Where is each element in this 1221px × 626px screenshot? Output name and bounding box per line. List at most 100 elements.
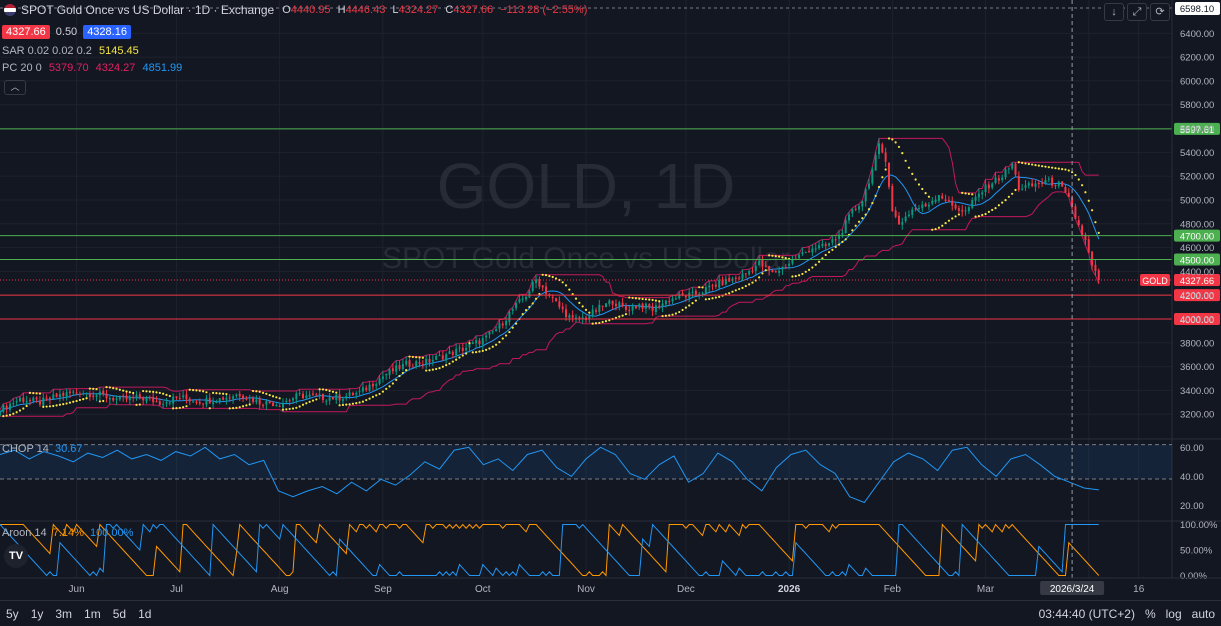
candle-body: [704, 286, 707, 293]
sar-dot: [598, 321, 601, 325]
candle-body: [82, 393, 85, 395]
sar-dot: [1067, 169, 1070, 172]
sar-dot: [861, 217, 864, 220]
sar-dot: [478, 350, 481, 353]
candle-body: [298, 392, 301, 394]
sar-dot: [1094, 221, 1097, 224]
buy-button[interactable]: 4328.16: [83, 24, 131, 39]
candle-body: [654, 305, 657, 312]
sar-dot: [251, 389, 255, 393]
sell-button[interactable]: 4327.66: [2, 24, 50, 39]
download-icon[interactable]: ↓: [1104, 3, 1124, 21]
candle-body: [1094, 264, 1097, 272]
sar-dot: [45, 405, 48, 408]
candle-body: [441, 355, 444, 360]
candle-body: [145, 397, 148, 402]
auto-toggle[interactable]: auto: [1191, 606, 1215, 621]
sar-dot: [1051, 166, 1054, 169]
candle-body: [1014, 163, 1017, 175]
timeframe-5y[interactable]: 5y: [6, 606, 19, 621]
sar-dot: [1081, 184, 1084, 187]
sar-dot: [1024, 162, 1027, 165]
sar-dot: [857, 220, 861, 223]
sar-dot: [265, 392, 268, 395]
candle-body: [282, 402, 285, 408]
sar-dot: [708, 297, 711, 301]
candle-body: [438, 355, 441, 357]
sar-dot: [1027, 162, 1030, 166]
sar-dot: [901, 152, 904, 155]
aroon-legend[interactable]: Aroon 14 7.14% 100.00%: [2, 527, 133, 539]
sar-dot: [375, 394, 378, 397]
timeframe-1d[interactable]: 1d: [138, 606, 152, 621]
sar-dot: [468, 341, 471, 345]
timeframe-1y[interactable]: 1y: [30, 606, 44, 621]
candle-body: [714, 284, 717, 287]
sar-dot: [1074, 173, 1077, 177]
candle-body: [668, 301, 671, 303]
sar-dot: [368, 397, 371, 400]
sar-dot: [172, 407, 175, 410]
sar-dot: [102, 399, 105, 403]
sar-dot: [165, 393, 168, 396]
sar-dot: [435, 367, 438, 371]
candle-body: [658, 305, 661, 308]
clock-display[interactable]: 03:44:40 (UTC+2): [1038, 606, 1135, 621]
candle-body: [854, 208, 857, 210]
candle-body: [967, 207, 970, 212]
candle-body: [1091, 251, 1094, 266]
sar-dot: [851, 229, 854, 232]
percent-toggle[interactable]: %: [1144, 606, 1156, 621]
refresh-icon[interactable]: ⟳: [1150, 3, 1170, 21]
collapse-legend-icon[interactable]: ︿: [4, 80, 26, 95]
tradingview-logo-icon[interactable]: TV: [4, 544, 28, 568]
candle-body: [991, 183, 994, 188]
candle-body: [8, 403, 11, 410]
sar-dot: [118, 388, 121, 391]
x-tick-label: Mar: [977, 584, 995, 595]
sar-dot: [594, 322, 598, 325]
pc-legend[interactable]: PC 20 0 5379.70 4324.27 4851.99: [2, 62, 182, 74]
candle-body: [868, 183, 871, 189]
y-tick-label: 6000.00: [1180, 76, 1214, 87]
candle-body: [984, 184, 987, 193]
sar-dot: [1037, 164, 1040, 167]
candle-body: [771, 270, 774, 273]
sar-dot: [994, 207, 997, 210]
candle-body: [128, 396, 131, 401]
sar-dot: [604, 320, 608, 323]
sar-dot: [235, 406, 238, 409]
candle-body: [75, 392, 78, 394]
candle-body: [285, 400, 288, 403]
chop-legend[interactable]: CHOP 14 30.67: [2, 443, 83, 455]
candle-body: [92, 395, 95, 397]
candle-body: [205, 398, 208, 405]
sar-dot: [648, 298, 651, 301]
candle-body: [878, 143, 880, 155]
log-toggle[interactable]: log: [1165, 606, 1182, 621]
sar-dot: [734, 289, 737, 292]
candle-body: [425, 358, 428, 364]
sar-dot: [947, 219, 951, 222]
sar-dot: [748, 283, 751, 286]
y-tick-label: 3600.00: [1180, 362, 1214, 373]
y-tick-label: 6200.00: [1180, 53, 1214, 64]
symbol-title[interactable]: SPOT Gold Once vs US Dollar · 1D · Excha…: [21, 3, 275, 17]
timeframe-1m[interactable]: 1m: [84, 606, 101, 621]
fullscreen-icon[interactable]: ⤢: [1127, 3, 1147, 21]
sar-legend[interactable]: SAR 0.02 0.02 0.2 5145.45: [2, 45, 139, 57]
timeframe-3m[interactable]: 3m: [55, 606, 73, 621]
sar-dot: [431, 368, 434, 371]
candle-body: [445, 354, 448, 360]
sar-dot: [824, 253, 827, 257]
level-label-bg: [1174, 229, 1220, 242]
sar-dot: [914, 178, 917, 181]
sar-dot: [1021, 161, 1024, 164]
sar-dot: [241, 405, 245, 408]
timeframe-5d[interactable]: 5d: [112, 606, 127, 621]
candle-body: [228, 397, 231, 399]
candle-body: [325, 400, 328, 402]
candle-body: [618, 302, 621, 307]
